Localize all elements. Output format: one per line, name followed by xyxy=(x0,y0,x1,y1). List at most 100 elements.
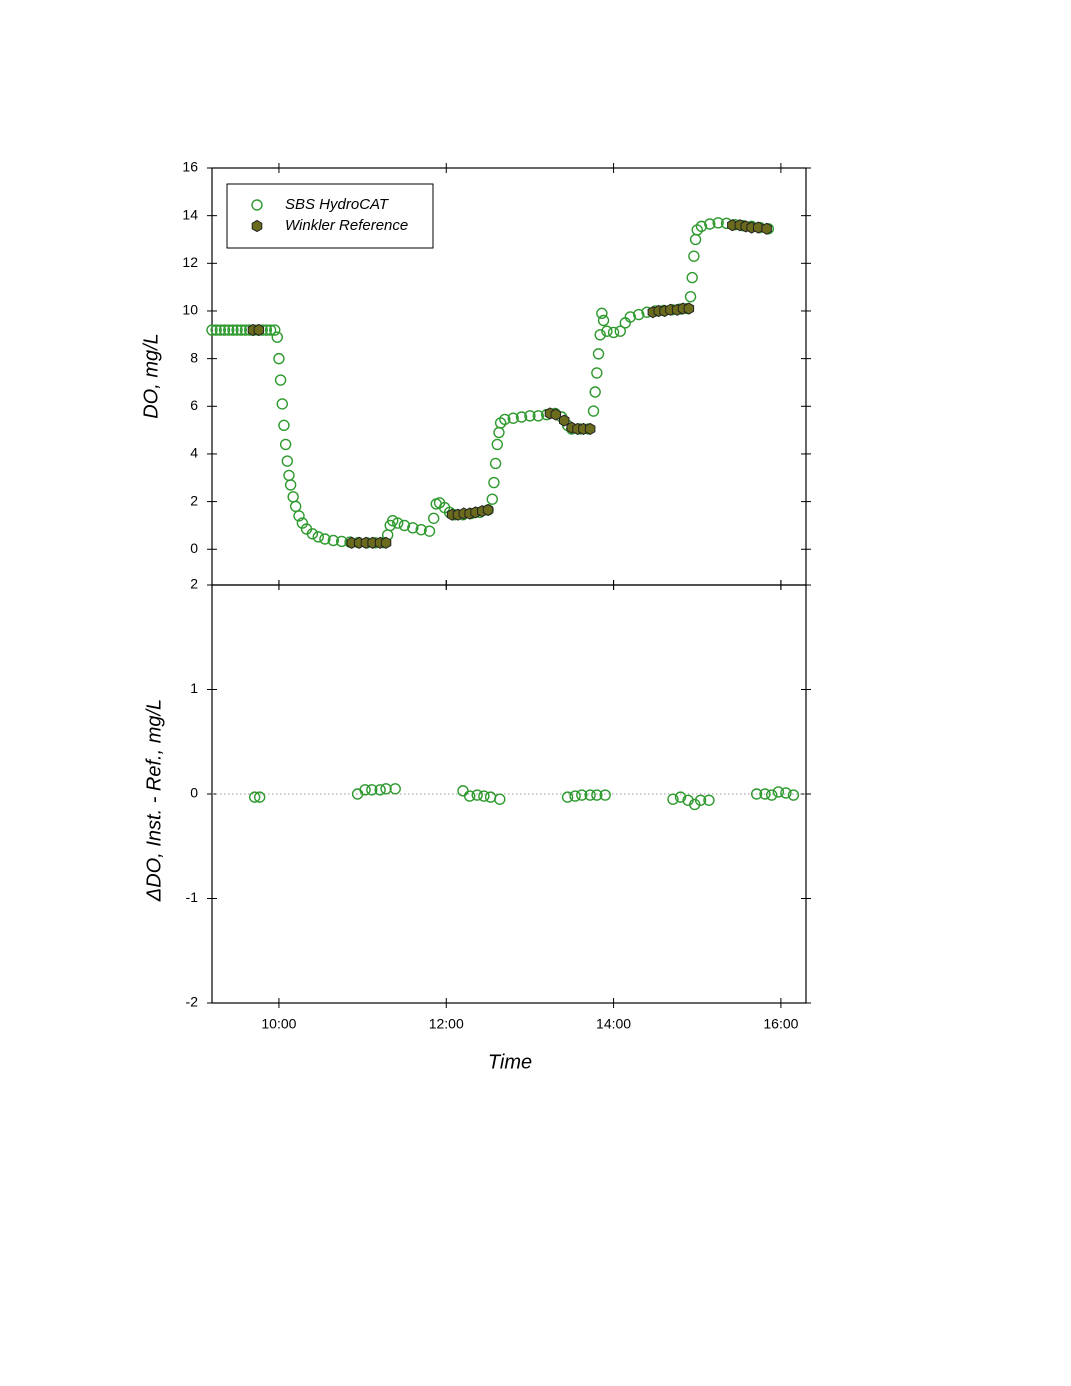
y-tick-label: 10 xyxy=(182,302,198,318)
marker xyxy=(279,438,292,451)
marker xyxy=(273,352,285,365)
y-axis-title: DO, mg/L xyxy=(140,333,162,419)
marker xyxy=(761,222,772,235)
marker xyxy=(592,348,605,360)
marker xyxy=(591,367,603,379)
marker xyxy=(607,326,620,339)
marker xyxy=(550,408,562,421)
marker xyxy=(596,307,608,320)
marker xyxy=(206,324,218,336)
marker xyxy=(366,784,378,796)
marker xyxy=(486,493,498,505)
marker xyxy=(594,329,606,341)
marker xyxy=(787,789,800,801)
marker xyxy=(532,410,544,422)
marker xyxy=(599,789,611,801)
marker xyxy=(614,325,626,337)
marker xyxy=(524,410,536,422)
x-tick-label: 12:00 xyxy=(429,1016,464,1032)
y-tick-label: -1 xyxy=(186,889,199,905)
marker xyxy=(561,791,574,803)
y-tick-label: 0 xyxy=(190,540,198,556)
legend-marker xyxy=(251,199,263,211)
marker xyxy=(271,331,283,343)
marker xyxy=(686,271,698,284)
marker xyxy=(772,786,785,798)
marker xyxy=(576,789,588,801)
marker xyxy=(264,324,277,336)
marker xyxy=(471,789,483,801)
marker xyxy=(428,512,440,524)
y-tick-label: 6 xyxy=(190,397,198,413)
marker xyxy=(392,517,404,529)
marker xyxy=(703,794,715,806)
marker xyxy=(624,311,637,323)
marker xyxy=(632,308,645,321)
marker xyxy=(312,531,324,543)
marker xyxy=(389,783,401,795)
y-axis-title: ΔDO, Inst. - Ref., mg/L xyxy=(143,699,165,902)
marker xyxy=(494,793,506,805)
marker xyxy=(380,783,392,795)
marker xyxy=(589,386,601,398)
marker xyxy=(235,324,247,336)
marker xyxy=(218,324,231,336)
marker xyxy=(248,791,261,803)
y-tick-label: 16 xyxy=(182,159,198,175)
y-tick-label: 14 xyxy=(182,206,198,222)
marker xyxy=(765,789,778,801)
marker xyxy=(689,798,701,811)
x-axis-title: Time xyxy=(488,1051,532,1073)
marker xyxy=(306,528,319,540)
marker xyxy=(284,479,297,491)
marker xyxy=(712,217,724,229)
y-tick-label: 2 xyxy=(190,576,198,592)
marker xyxy=(688,250,700,262)
marker xyxy=(499,413,511,426)
marker xyxy=(597,314,610,327)
marker xyxy=(415,524,427,536)
marker xyxy=(398,519,411,532)
marker xyxy=(359,784,371,796)
marker xyxy=(463,790,476,802)
legend-box xyxy=(226,183,434,249)
marker xyxy=(214,324,227,336)
marker xyxy=(269,324,281,336)
marker xyxy=(704,218,716,230)
marker xyxy=(227,324,239,336)
marker xyxy=(380,536,392,549)
marker xyxy=(407,522,419,534)
marker xyxy=(587,405,600,417)
marker xyxy=(695,220,708,233)
y-tick-label: 1 xyxy=(190,680,198,696)
marker xyxy=(683,302,695,315)
y-tick-label: -2 xyxy=(186,994,199,1010)
marker xyxy=(482,503,494,516)
marker xyxy=(231,324,243,336)
marker xyxy=(759,788,771,800)
marker xyxy=(667,793,679,805)
marker xyxy=(694,794,707,806)
x-tick-label: 10:00 xyxy=(261,1016,296,1032)
marker xyxy=(684,290,697,303)
marker xyxy=(296,517,309,529)
marker xyxy=(276,398,288,410)
y-tick-label: 8 xyxy=(190,349,198,365)
marker xyxy=(253,791,266,803)
legend-marker xyxy=(251,219,263,233)
legend-label: SBS HydroCAT xyxy=(285,196,390,213)
marker xyxy=(507,412,519,424)
marker xyxy=(780,787,792,799)
marker xyxy=(491,438,503,451)
y-tick-label: 2 xyxy=(190,492,198,508)
marker xyxy=(374,784,386,796)
marker xyxy=(515,411,528,423)
marker xyxy=(293,510,305,522)
marker xyxy=(584,789,596,801)
marker xyxy=(210,324,222,336)
marker xyxy=(253,323,265,337)
marker xyxy=(584,422,596,435)
y-tick-label: 0 xyxy=(190,785,198,801)
